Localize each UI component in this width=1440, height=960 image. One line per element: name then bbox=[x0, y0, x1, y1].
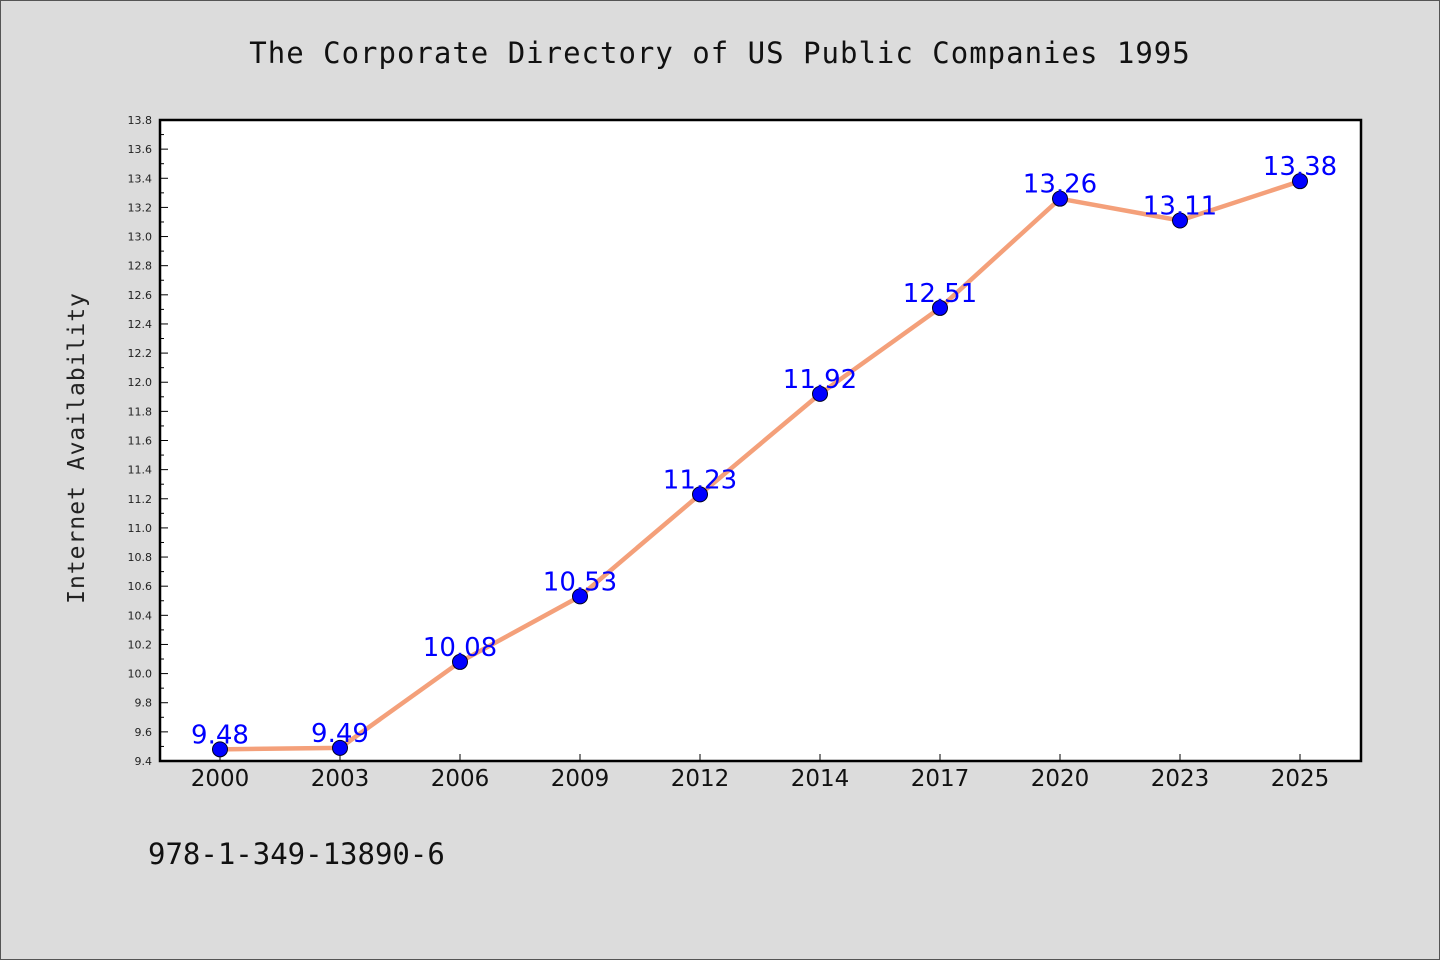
data-point bbox=[1172, 212, 1188, 229]
x-tick-label: 2003 bbox=[311, 766, 370, 792]
data-point bbox=[1292, 173, 1308, 190]
data-point bbox=[452, 653, 468, 670]
series-line bbox=[217, 178, 1303, 752]
y-tick-label: 12.4 bbox=[128, 318, 153, 331]
y-tick-label: 9.4 bbox=[135, 755, 153, 768]
y-tick-label: 12.8 bbox=[128, 260, 153, 273]
y-tick-label: 11.0 bbox=[128, 522, 153, 535]
y-tick-label: 11.4 bbox=[128, 464, 153, 477]
y-tick-label: 11.8 bbox=[128, 405, 153, 418]
data-label: 10.53 bbox=[543, 567, 617, 597]
data-point bbox=[212, 741, 228, 758]
x-tick-label: 2000 bbox=[191, 766, 250, 792]
y-tick-label: 13.4 bbox=[128, 172, 153, 185]
y-tick-label: 13.6 bbox=[128, 143, 153, 156]
y-tick-label: 9.8 bbox=[135, 697, 153, 710]
x-tick-label: 2006 bbox=[431, 766, 490, 792]
y-tick-label: 13.8 bbox=[128, 114, 153, 127]
y-axis-ticks: 9.4 9.6 9.8 10.0 10.2 10.4 10.6 10.8 11.0 11.2 11.… bbox=[128, 114, 168, 768]
data-point bbox=[932, 299, 948, 316]
data-label: 13.38 bbox=[1263, 152, 1337, 182]
y-tick-label: 9.6 bbox=[135, 726, 153, 739]
y-tick-label: 12.0 bbox=[128, 376, 153, 389]
data-point bbox=[812, 385, 828, 402]
y-tick-label: 11.6 bbox=[128, 435, 153, 448]
y-tick-label: 11.2 bbox=[128, 493, 153, 506]
data-point bbox=[692, 486, 708, 503]
series-group: 9.48 9.49 10.08 10.53 11.23 11.92 12.51 13.26 13… bbox=[191, 152, 1337, 758]
data-point bbox=[332, 739, 348, 756]
x-tick-label: 2017 bbox=[911, 766, 970, 792]
data-label: 11.92 bbox=[783, 365, 857, 395]
data-label: 13.11 bbox=[1143, 192, 1217, 222]
plot-area bbox=[158, 118, 1363, 763]
footer-isbn: 978-1-349-13890-6 bbox=[148, 837, 445, 871]
x-tick-label: 2023 bbox=[1151, 766, 1210, 792]
x-tick-label: 2009 bbox=[551, 766, 610, 792]
x-tick-label: 2012 bbox=[671, 766, 730, 792]
y-tick-label: 10.4 bbox=[128, 609, 153, 622]
data-label: 11.23 bbox=[663, 465, 737, 495]
y-tick-label: 12.2 bbox=[128, 347, 153, 360]
data-label: 9.49 bbox=[311, 719, 369, 749]
y-tick-label: 10.2 bbox=[128, 638, 153, 651]
x-tick-label: 2025 bbox=[1271, 766, 1330, 792]
y-tick-label: 10.0 bbox=[128, 668, 153, 681]
y-tick-label: 10.8 bbox=[128, 551, 153, 564]
y-tick-label: 12.6 bbox=[128, 289, 153, 302]
y-axis-label: Internet Availability bbox=[64, 292, 90, 604]
x-axis-ticks: 2000 2003 2006 2009 2012 2014 2017 2020 2023 2025 bbox=[191, 754, 1330, 792]
data-label: 13.26 bbox=[1023, 170, 1097, 200]
data-label: 9.48 bbox=[191, 720, 249, 750]
data-label: 12.51 bbox=[903, 279, 977, 309]
chart-title: The Corporate Directory of US Public Com… bbox=[249, 36, 1190, 70]
y-tick-label: 13.2 bbox=[128, 201, 153, 214]
y-tick-label: 10.6 bbox=[128, 580, 153, 593]
x-tick-label: 2014 bbox=[791, 766, 850, 792]
data-label: 10.08 bbox=[423, 633, 497, 663]
data-point bbox=[572, 588, 588, 605]
data-point bbox=[1052, 190, 1068, 207]
y-tick-label: 13.0 bbox=[128, 231, 153, 244]
x-tick-label: 2020 bbox=[1031, 766, 1090, 792]
